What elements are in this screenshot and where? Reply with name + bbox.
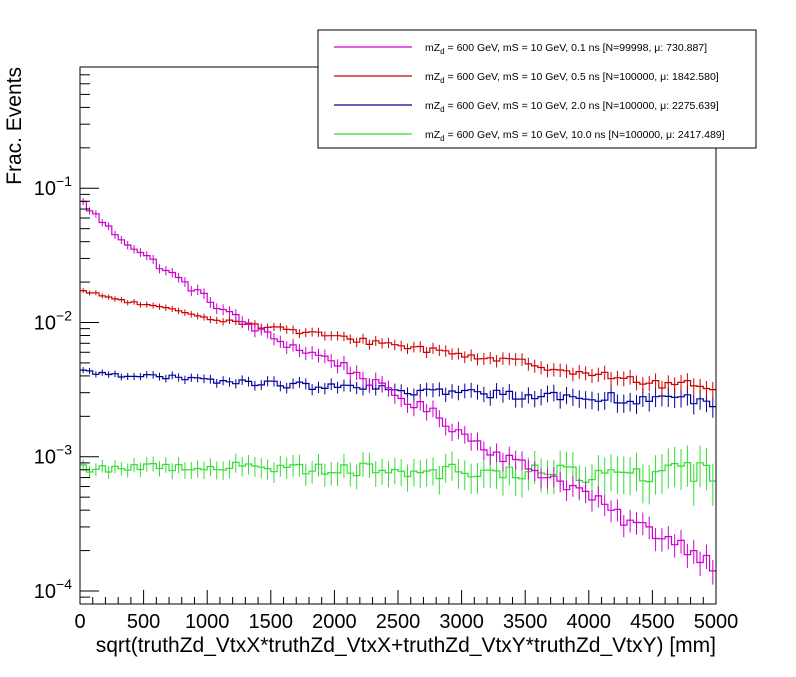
legend-entry-label: mZd = 600 GeV, mS = 10 GeV, 0.1 ns [N=99…	[425, 42, 707, 56]
series-2	[80, 367, 716, 418]
x-tick-label: 1500	[249, 611, 294, 633]
x-tick-label: 2000	[312, 611, 357, 633]
x-tick-label: 2500	[376, 611, 421, 633]
series-layer	[80, 198, 716, 585]
series-2-line	[80, 369, 716, 408]
y-tick-label: 10−2	[34, 307, 72, 334]
series-1	[80, 288, 716, 399]
series-1-line	[80, 290, 716, 391]
x-axis: 0 500 1000 1500 2000 2500 3000 3500 4000 4500 5000	[74, 590, 738, 633]
x-tick-label: 4500	[630, 611, 675, 633]
y-axis-label: Frac. Events	[3, 67, 26, 185]
x-tick-label: 500	[127, 611, 160, 633]
x-tick-label: 4000	[567, 611, 612, 633]
y-axis: 10−4 10−3 10−2 10−1	[34, 66, 99, 605]
legend-entry-label: mZd = 600 GeV, mS = 10 GeV, 10.0 ns [N=1…	[425, 129, 725, 143]
y-tick-label: 10−3	[34, 442, 72, 469]
legend-entry-label: mZd = 600 GeV, mS = 10 GeV, 2.0 ns [N=10…	[425, 100, 719, 114]
legend-box	[317, 29, 757, 149]
x-axis-label: sqrt(truthZd_VtxX*truthZd_VtxX+truthZd_V…	[96, 634, 716, 657]
x-tick-label: 1000	[185, 611, 230, 633]
series-3-line	[80, 461, 716, 483]
x-tick-label: 3500	[503, 611, 548, 633]
x-tick-label: 3000	[439, 611, 484, 633]
y-tick-label: 10−4	[34, 576, 72, 603]
legend: mZd = 600 GeV, mS = 10 GeV, 0.1 ns [N=99…	[317, 29, 757, 149]
x-tick-label: 5000	[694, 611, 739, 633]
y-tick-label: 10−1	[34, 173, 72, 200]
series-0	[80, 198, 716, 585]
series-0-line	[80, 200, 716, 572]
x-tick-label: 0	[74, 611, 85, 633]
legend-entry-label: mZd = 600 GeV, mS = 10 GeV, 0.5 ns [N=10…	[425, 71, 719, 85]
